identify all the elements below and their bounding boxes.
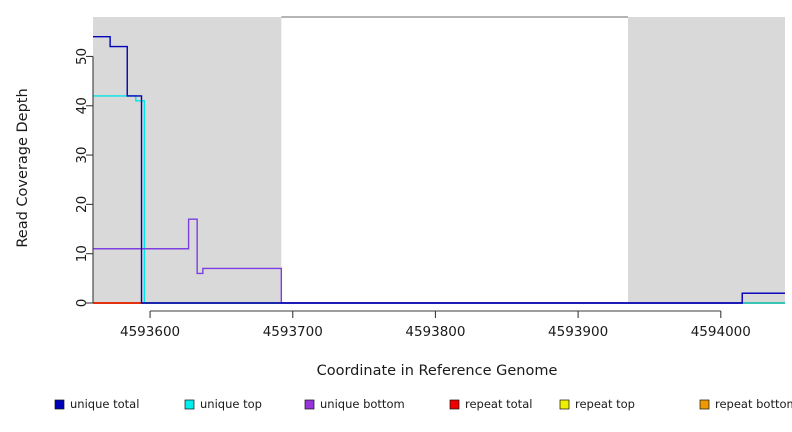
legend-swatch-unique-bottom xyxy=(304,399,315,410)
y-tick-label-20: 20 xyxy=(74,196,90,213)
y-axis-title: Read Coverage Depth xyxy=(15,88,31,247)
series-line-unique-total xyxy=(93,36,785,304)
axes-layer xyxy=(86,55,722,318)
legend-label-unique-bottom: unique bottom xyxy=(320,397,405,411)
shaded-regions-layer xyxy=(93,17,785,303)
legend: unique total unique top unique bottom repea… xyxy=(54,397,792,411)
legend-label-unique-total: unique total xyxy=(70,397,139,411)
legend-swatch-unique-top xyxy=(184,399,195,410)
legend-swatch-repeat-bottom xyxy=(699,399,710,410)
x-axis-title: Coordinate in Reference Genome xyxy=(317,363,558,379)
x-tick-label-4593700: 4593700 xyxy=(263,324,323,340)
tick-labels-layer: 0 10 20 30 40 50 4593600 4593700 4593800 4593900 4… xyxy=(74,48,751,340)
x-tick-label-4593800: 4593800 xyxy=(405,324,465,340)
legend-label-repeat-bottom: repeat bottom xyxy=(715,397,792,411)
x-tick-label-4594000: 4594000 xyxy=(691,324,751,340)
legend-label-repeat-top: repeat top xyxy=(575,397,635,411)
x-tick-label-4593600: 4593600 xyxy=(120,324,180,340)
x-tick-label-4593900: 4593900 xyxy=(548,324,608,340)
legend-swatch-unique-total xyxy=(54,399,65,410)
y-tick-label-50: 50 xyxy=(74,48,90,65)
y-tick-label-0: 0 xyxy=(74,299,90,308)
legend-swatch-repeat-top xyxy=(559,399,570,410)
y-tick-label-30: 30 xyxy=(74,146,90,163)
legend-label-repeat-total: repeat total xyxy=(465,397,532,411)
data-series-layer xyxy=(93,36,785,304)
legend-label-unique-top: unique top xyxy=(200,397,262,411)
shaded-region-repeat-region-right xyxy=(628,17,785,303)
legend-swatch-repeat-total xyxy=(449,399,460,410)
shaded-region-repeat-region-left xyxy=(93,17,282,303)
y-tick-label-40: 40 xyxy=(74,97,90,114)
y-tick-label-10: 10 xyxy=(74,245,90,262)
